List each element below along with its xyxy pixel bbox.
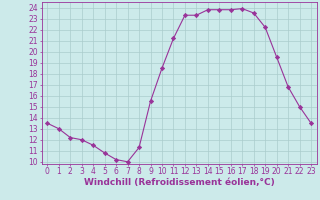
- X-axis label: Windchill (Refroidissement éolien,°C): Windchill (Refroidissement éolien,°C): [84, 178, 275, 187]
